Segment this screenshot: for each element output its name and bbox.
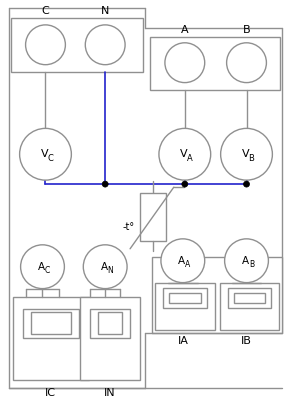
Text: A: A (101, 262, 108, 272)
Bar (155, 282, 215, 330)
Text: A: A (242, 256, 249, 266)
Circle shape (83, 245, 127, 288)
Text: A: A (178, 256, 185, 266)
Bar (228, 288, 272, 308)
Bar (220, 282, 279, 330)
Text: V: V (180, 149, 188, 159)
Text: V: V (41, 149, 48, 159)
Bar (140, 193, 166, 241)
Text: B: B (243, 25, 250, 35)
Text: B: B (249, 154, 254, 163)
Text: B: B (249, 260, 254, 269)
Circle shape (159, 128, 211, 180)
Bar (98, 312, 122, 334)
Circle shape (85, 25, 125, 65)
Circle shape (244, 181, 249, 187)
Circle shape (26, 25, 65, 65)
Bar (169, 292, 201, 302)
Text: V: V (242, 149, 249, 159)
Circle shape (221, 128, 272, 180)
Circle shape (227, 43, 267, 83)
Bar (90, 308, 130, 338)
Text: A: A (185, 260, 190, 269)
Text: A: A (181, 25, 189, 35)
Text: A: A (38, 262, 45, 272)
Bar (80, 296, 140, 380)
Circle shape (225, 239, 268, 282)
Text: A: A (187, 154, 193, 163)
Text: N: N (107, 266, 113, 275)
Text: N: N (101, 6, 109, 16)
Bar (150, 37, 280, 89)
Text: C: C (47, 154, 53, 163)
Circle shape (182, 181, 188, 187)
Text: IB: IB (241, 336, 252, 346)
Circle shape (102, 181, 108, 187)
Bar (11, 18, 143, 72)
Circle shape (161, 239, 205, 282)
Text: C: C (42, 6, 49, 16)
Circle shape (21, 245, 64, 288)
Bar (234, 292, 265, 302)
Bar (23, 308, 79, 338)
Text: -t°: -t° (123, 222, 135, 232)
Bar (13, 296, 89, 380)
Text: IC: IC (45, 388, 56, 398)
Text: IN: IN (104, 388, 116, 398)
Bar (31, 312, 71, 334)
Circle shape (165, 43, 205, 83)
Bar (152, 257, 282, 334)
Text: IA: IA (178, 336, 188, 346)
Text: C: C (45, 266, 50, 275)
Bar (163, 288, 207, 308)
Circle shape (19, 128, 71, 180)
